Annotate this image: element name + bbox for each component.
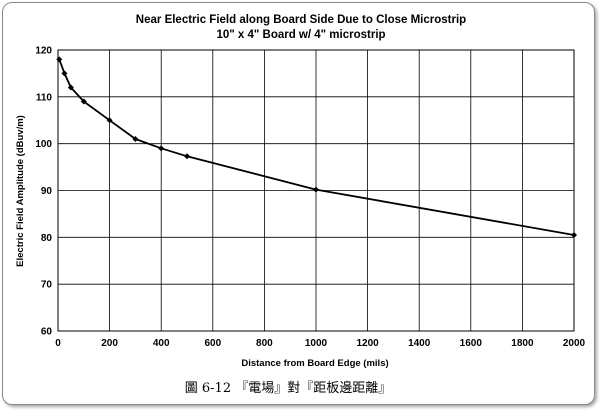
data-point	[56, 56, 63, 63]
data-point	[132, 135, 139, 142]
data-point	[571, 231, 577, 238]
x-tick-label: 200	[101, 338, 118, 349]
series-line	[58, 59, 575, 236]
x-tick-label: 1000	[305, 338, 328, 349]
x-tick-label: 2000	[563, 338, 586, 349]
x-tick-label: 800	[256, 338, 273, 349]
plot-border	[57, 49, 575, 332]
y-tick-label: 100	[35, 139, 52, 150]
x-tick-label: 0	[55, 338, 61, 349]
data-point	[61, 70, 68, 77]
chart-title: Near Electric Field along Board Side Due…	[136, 14, 466, 26]
figure-caption: 圖 6-12 『電場』對『距板邊距離』	[185, 381, 391, 396]
x-tick-label: 1200	[356, 338, 379, 349]
y-tick-label: 70	[41, 280, 53, 291]
series	[56, 56, 577, 238]
data-point	[80, 98, 87, 105]
y-tick-label: 120	[35, 46, 52, 57]
data-point	[67, 84, 74, 91]
chart-subtitle: 10" x 4" Board w/ 4" microstrip	[216, 29, 385, 41]
figure-frame: Near Electric Field along Board Side Due…	[2, 2, 595, 405]
x-tick-label: 600	[204, 338, 221, 349]
y-tick-label: 80	[41, 233, 53, 244]
x-tick-label: 400	[153, 338, 170, 349]
y-tick-label: 60	[41, 327, 53, 338]
x-axis-ticks: 0 200 400 600 800 1000 1200 1400 1600 1800 2000	[55, 338, 585, 349]
data-point	[158, 145, 165, 152]
x-tick-label: 1400	[408, 338, 431, 349]
x-axis-label: Distance from Board Edge (mils)	[241, 358, 388, 369]
x-tick-label: 1800	[511, 338, 534, 349]
y-tick-label: 90	[41, 186, 53, 197]
y-axis-label: Electric Field Amplitude (dBuv/m)	[15, 115, 26, 267]
y-axis-ticks: 60 70 80 90 100 110 120	[35, 46, 52, 338]
data-point	[106, 117, 113, 124]
y-tick-label: 110	[36, 92, 53, 103]
x-tick-label: 1600	[460, 338, 483, 349]
chart: Near Electric Field along Board Side Due…	[15, 14, 586, 396]
data-point	[313, 186, 319, 193]
data-point	[184, 153, 190, 160]
